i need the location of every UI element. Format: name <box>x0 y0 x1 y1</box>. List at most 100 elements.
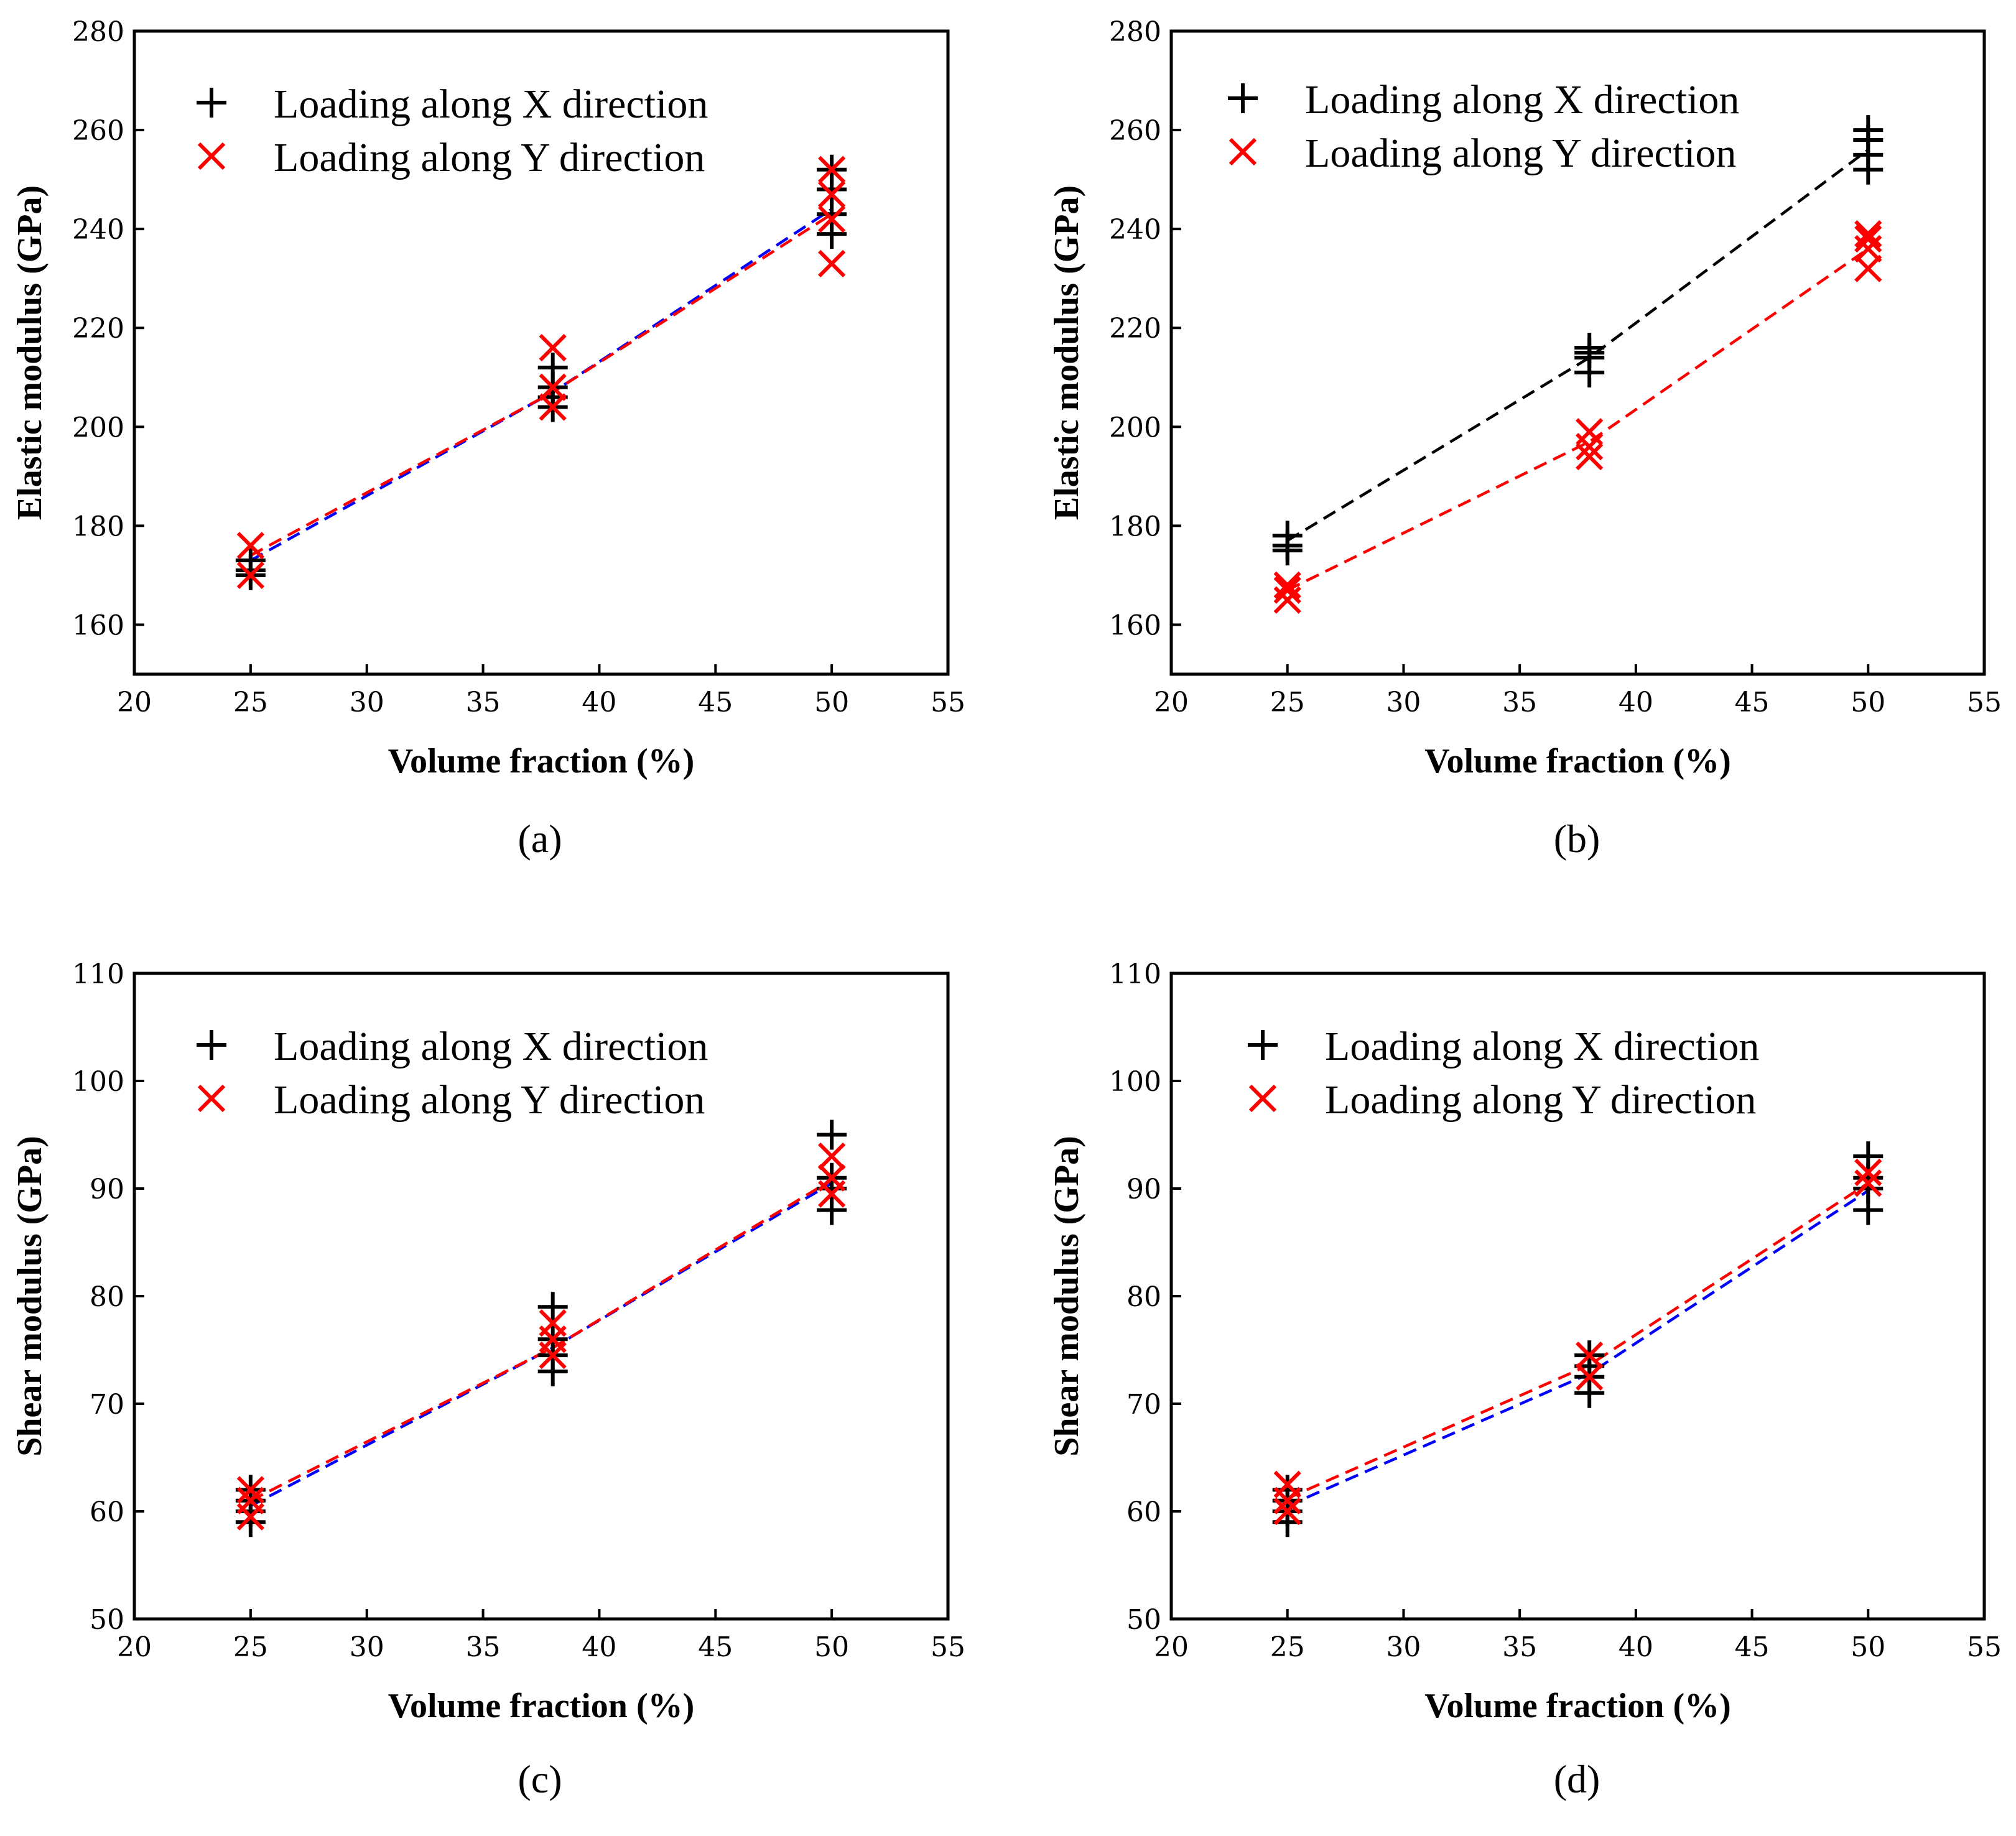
data-point-x <box>818 205 846 233</box>
y-tick-label: 180 <box>72 511 124 542</box>
x-tick-label: 25 <box>1270 687 1305 718</box>
x-tick-label: 35 <box>1502 1631 1537 1663</box>
data-point-plus <box>235 545 266 576</box>
legend: Loading along X direction Loading along Y… <box>1248 1024 1759 1123</box>
data-point-x <box>539 393 567 421</box>
x-tick-label: 20 <box>117 687 152 718</box>
x-tick-label: 40 <box>1619 687 1653 718</box>
legend-plus-icon <box>1228 83 1258 113</box>
y-tick-label: 50 <box>1126 1604 1161 1636</box>
legend-label-x-direction: Loading along X direction <box>1325 1024 1759 1069</box>
series-y-direction <box>236 1142 846 1531</box>
data-point-x <box>818 1164 846 1192</box>
x-tick-label: 40 <box>582 687 616 718</box>
data-point-plus <box>1853 115 1884 146</box>
y-tick-label: 80 <box>90 1281 124 1313</box>
chart-panel-2: 20 25 30 35 40 45 50 55 160 180 200 220 240 260 280 Vol… <box>1047 16 2002 861</box>
x-marker-stroke-b <box>1854 254 1882 282</box>
x-marker-stroke-b <box>1248 1084 1277 1113</box>
legend-x-mark-icon <box>1229 137 1257 166</box>
data-point-x <box>818 1142 846 1171</box>
x-tick-label: 45 <box>698 687 733 718</box>
legend-label-y-direction: Loading along Y direction <box>1305 131 1736 176</box>
legend: Loading along X direction Loading along Y… <box>197 81 708 180</box>
x-marker-stroke-b <box>1273 1497 1301 1526</box>
y-axis-title: Elastic modulus (GPa) <box>1047 185 1086 520</box>
legend-x-mark-icon <box>197 1084 226 1113</box>
x-marker-stroke-b <box>1273 571 1301 599</box>
plot-frame <box>132 29 950 676</box>
panel-label: (d) <box>1554 1757 1600 1801</box>
y-tick-label: 60 <box>90 1496 124 1528</box>
legend-label-x-direction: Loading along X direction <box>274 81 708 127</box>
plot-frame <box>1169 29 1986 676</box>
x-tick-label: 30 <box>350 687 384 718</box>
y-tick-label: 240 <box>72 214 124 246</box>
data-point-plus <box>537 352 568 382</box>
x-tick-label: 25 <box>1270 1631 1305 1663</box>
y-tick-label: 160 <box>72 610 124 641</box>
y-tick-label: 220 <box>1109 313 1161 345</box>
panel-label: (a) <box>518 817 562 861</box>
data-point-x <box>539 333 567 362</box>
legend-label-y-direction: Loading along Y direction <box>274 135 705 180</box>
x-axis-title: Volume fraction (%) <box>1424 742 1731 781</box>
data-point-x <box>1854 1169 1882 1197</box>
data-point-x <box>1576 442 1604 471</box>
y-tick-label: 200 <box>72 412 124 443</box>
data-point-plus <box>1574 333 1605 363</box>
y-tick-label: 100 <box>1109 1066 1161 1098</box>
data-point-x <box>539 1309 567 1337</box>
x-tick-label: 55 <box>931 1631 965 1663</box>
x-marker-stroke-b <box>236 561 264 590</box>
x-tick-label: 55 <box>931 687 965 718</box>
x-tick-label: 40 <box>1619 1631 1653 1663</box>
data-point-plus <box>1853 1141 1884 1172</box>
x-tick-label: 35 <box>466 687 501 718</box>
x-marker-stroke-b <box>539 333 567 362</box>
x-marker-stroke-b <box>818 180 846 208</box>
data-point-x <box>1854 1158 1882 1187</box>
y-axis-title: Elastic modulus (GPa) <box>11 185 49 520</box>
data-point-x <box>818 249 846 277</box>
y-tick-label: 200 <box>1109 412 1161 443</box>
x-tick-label: 20 <box>1154 687 1189 718</box>
x-tick-label: 30 <box>1386 687 1421 718</box>
data-point-x <box>1854 225 1882 253</box>
data-point-x <box>1576 1342 1604 1370</box>
x-marker-stroke-b <box>1854 1169 1882 1197</box>
data-point-x <box>1273 571 1301 599</box>
y-tick-label: 70 <box>1126 1389 1161 1421</box>
y-tick-label: 220 <box>72 313 124 345</box>
x-marker-stroke-b <box>1576 1342 1604 1370</box>
data-point-x <box>818 155 846 183</box>
series-y-direction <box>1273 220 1882 614</box>
legend-label-x-direction: Loading along X direction <box>1305 77 1739 123</box>
x-marker-stroke-b <box>818 155 846 183</box>
y-tick-label: 260 <box>72 115 124 147</box>
x-marker-stroke-b <box>236 1476 264 1504</box>
series-x-direction <box>1272 115 1884 566</box>
x-tick-label: 45 <box>1735 687 1770 718</box>
y-tick-label: 110 <box>72 958 124 990</box>
legend-label-x-direction: Loading along X direction <box>274 1024 708 1069</box>
fit-line-x-direction <box>1286 149 1869 542</box>
x-tick-label: 25 <box>233 1631 268 1663</box>
y-tick-label: 80 <box>1126 1281 1161 1313</box>
y-axis-title: Shear modulus (GPa) <box>1047 1136 1086 1456</box>
x-marker-stroke-b <box>539 1309 567 1337</box>
x-tick-label: 25 <box>233 687 268 718</box>
x-tick-label: 45 <box>698 1631 733 1663</box>
x-tick-label: 55 <box>1967 687 2002 718</box>
x-marker-stroke-b <box>236 1486 264 1514</box>
y-tick-label: 260 <box>1109 115 1161 147</box>
x-tick-label: 45 <box>1735 1631 1770 1663</box>
data-point-x <box>1854 220 1882 248</box>
x-tick-label: 50 <box>814 687 849 718</box>
data-point-x <box>1854 254 1882 282</box>
data-point-x <box>1273 576 1301 604</box>
panel-label: (b) <box>1554 817 1600 861</box>
data-point-plus <box>817 1120 847 1150</box>
